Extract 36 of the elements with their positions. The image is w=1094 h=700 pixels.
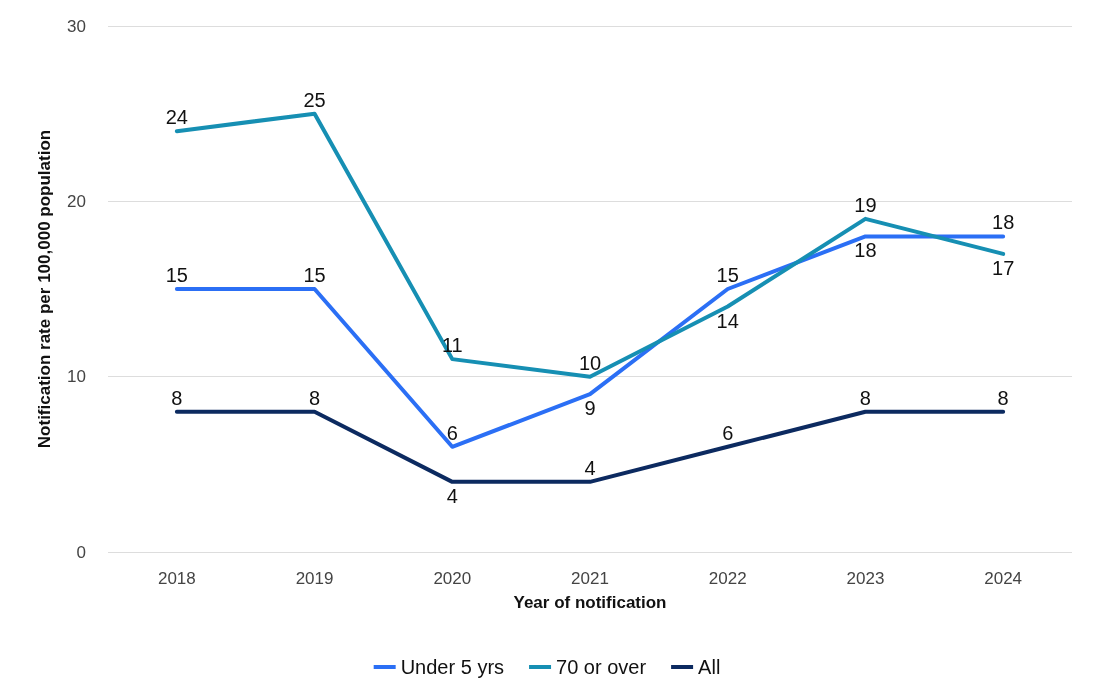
data-label: 8 <box>171 386 183 409</box>
data-label: 9 <box>584 397 596 420</box>
data-label: 15 <box>165 264 188 286</box>
x-tick-label: 2022 <box>708 569 747 588</box>
data-label: 17 <box>992 256 1015 279</box>
legend-label: Under 5 yrs <box>400 656 505 678</box>
x-tick-label: 2020 <box>433 569 472 588</box>
data-label: 18 <box>992 211 1015 234</box>
y-tick-label: 0 <box>76 542 86 562</box>
x-tick-label: 2023 <box>846 569 885 588</box>
legend-label: 70 or over <box>556 656 647 678</box>
data-label: 24 <box>165 106 188 129</box>
data-label: 15 <box>716 264 739 286</box>
y-tick-label: 20 <box>67 191 86 211</box>
legend-label: All <box>698 656 721 678</box>
data-label: 4 <box>584 456 596 479</box>
y-tick-label: 10 <box>67 367 86 387</box>
data-label: 6 <box>722 421 734 444</box>
x-tick-label: 2019 <box>295 569 334 588</box>
data-label: 19 <box>854 193 877 216</box>
data-label: 14 <box>716 309 739 332</box>
data-label: 10 <box>578 351 602 374</box>
y-axis-title: Notification rate per 100,000 population <box>35 129 54 449</box>
data-label: 8 <box>309 386 321 409</box>
x-tick-label: 2024 <box>984 569 1023 588</box>
data-label: 8 <box>997 386 1009 409</box>
data-label: 15 <box>303 264 326 286</box>
data-label: 8 <box>859 386 871 409</box>
x-axis-title: Year of notification <box>513 593 667 612</box>
data-label: 18 <box>854 239 877 262</box>
y-tick-label: 30 <box>67 16 86 36</box>
data-label: 25 <box>303 88 326 111</box>
x-tick-label: 2018 <box>157 569 196 588</box>
data-label: 6 <box>446 421 458 444</box>
data-label: 4 <box>446 484 458 507</box>
x-tick-label: 2021 <box>571 569 609 588</box>
